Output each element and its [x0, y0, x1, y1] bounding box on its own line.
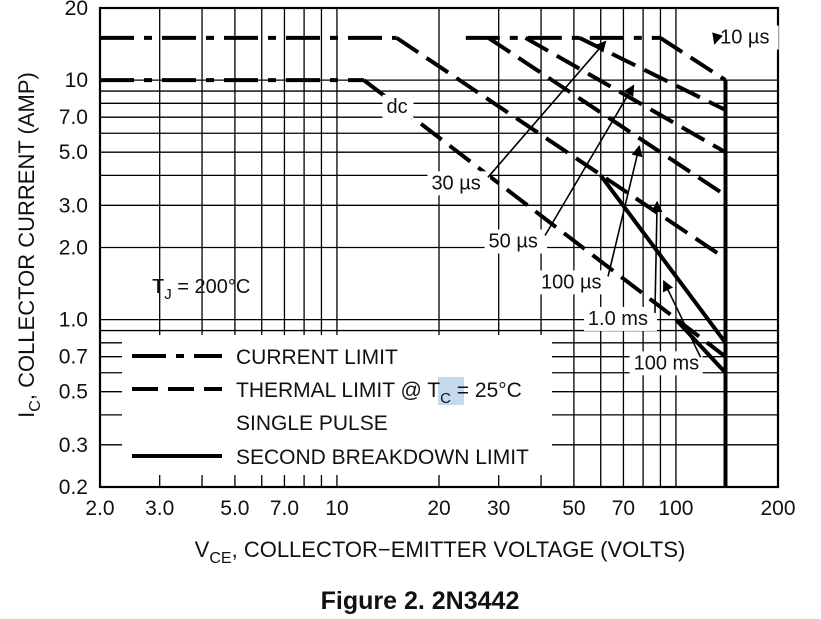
annotation-arrow: [607, 145, 643, 277]
curve-label: 1.0 ms: [588, 308, 648, 330]
current-legend-label: CURRENT LIMIT: [236, 346, 398, 369]
legend-box: [122, 335, 552, 475]
y-tick-label: 0.3: [59, 434, 88, 457]
annotation-arrow: [487, 40, 607, 178]
y-tick-label: 0.7: [59, 346, 88, 369]
y-tick-label: 0.2: [59, 476, 88, 499]
curve-label: dc: [386, 96, 407, 118]
thermal-limit-line: [578, 36, 727, 112]
x-tick-label: 200: [760, 497, 795, 520]
curve-label: 30 µs: [431, 172, 480, 194]
x-axis-title: VCE, COLLECTOR−EMITTER VOLTAGE (VOLTS): [195, 537, 686, 567]
x-tick-label: 2.0: [85, 497, 114, 520]
legend: CURRENT LIMIT THERMAL LIMIT @ TC = 25°C SI…: [122, 335, 552, 475]
curve-label: 100 ms: [634, 352, 700, 374]
x-tick-label: 50: [562, 497, 585, 520]
y-tick-label: 3.0: [59, 194, 88, 217]
curve-label: 10 µs: [720, 27, 769, 49]
tick-labels: 2.0 3.0 5.0 7.0 10 20 30 50 70 100 200 0.2 0.3 0.5 0.7…: [59, 0, 796, 520]
x-tick-label: 30: [487, 497, 510, 520]
thermal-limit-line: [395, 36, 727, 261]
annotation-backdrop: [716, 25, 779, 50]
text-highlight: [438, 377, 464, 405]
curve-label: 50 µs: [489, 231, 538, 253]
x-tick-label: 100: [658, 497, 693, 520]
annotation-backdrop: [537, 270, 611, 295]
figure-caption: Figure 2. 2N3442: [321, 587, 520, 615]
thermal-legend-label: THERMAL LIMIT @ TC = 25°C: [236, 379, 522, 407]
annotation-backdrop: [583, 306, 657, 331]
x-tick-label: 70: [612, 497, 635, 520]
thermal-limit-line: [362, 78, 727, 359]
annotation-backdrop: [629, 351, 703, 376]
y-tick-label: 1.0: [59, 309, 88, 332]
junction-temperature-label: TJ = 200°C: [152, 276, 250, 303]
y-tick-label: 20: [65, 0, 88, 20]
annotation-backdrop: [484, 229, 548, 254]
curve-label: 100 µs: [541, 271, 601, 293]
y-tick-label: 5.0: [59, 141, 88, 164]
breakdown-limit-line: [599, 174, 728, 344]
x-tick-label: 3.0: [145, 497, 174, 520]
annotation-backdrop: [382, 94, 414, 119]
x-tick-label: 10: [325, 497, 348, 520]
x-tick-label: 5.0: [220, 497, 249, 520]
thermal-limit-line: [659, 36, 727, 82]
x-tick-label: 20: [427, 497, 450, 520]
y-tick-label: 2.0: [59, 237, 88, 260]
y-tick-label: 10: [65, 69, 88, 92]
annotation-arrow: [662, 279, 702, 358]
thermal-legend-sublabel: SINGLE PULSE: [236, 412, 388, 435]
breakdown-limit-line: [674, 318, 727, 375]
y-axis-title: IC, COLLECTOR CURRENT (AMP): [14, 72, 44, 418]
annotation-arrow: [544, 84, 635, 236]
x-tick-label: 7.0: [270, 497, 299, 520]
thermal-limit-line: [487, 36, 727, 198]
annotation-backdrop: [427, 171, 490, 196]
breakdown-legend-label: SECOND BREAKDOWN LIMIT: [236, 446, 529, 469]
y-tick-label: 7.0: [59, 106, 88, 129]
y-tick-label: 0.5: [59, 381, 88, 404]
annotation-arrow: [651, 200, 663, 313]
series-lines: [100, 35, 728, 487]
annotation-arrow: [712, 32, 723, 45]
